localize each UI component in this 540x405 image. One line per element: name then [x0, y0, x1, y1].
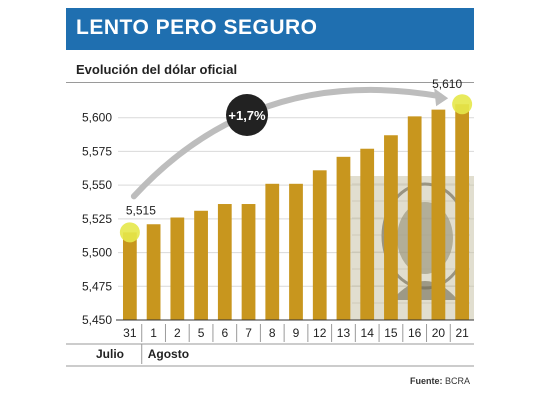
y-tick-label: 5,500 — [82, 246, 112, 260]
start-marker — [119, 222, 140, 243]
bar — [336, 156, 351, 320]
month-label: Julio — [96, 347, 124, 361]
source-prefix: Fuente: — [409, 376, 443, 386]
month-label: Agosto — [148, 347, 189, 361]
x-tick-label: 1 — [150, 326, 157, 340]
bar — [217, 204, 232, 320]
bar — [122, 232, 137, 320]
bar — [289, 183, 303, 320]
x-tick-label: 8 — [269, 326, 276, 340]
change-badge-label: +1,7% — [228, 108, 266, 123]
end-marker — [452, 94, 473, 115]
bar — [194, 210, 208, 320]
chart-subtitle: Evolución del dólar oficial — [76, 62, 238, 77]
bar — [265, 183, 280, 320]
source-name: BCRA — [444, 376, 470, 386]
x-tick-label: 16 — [408, 326, 422, 340]
header-banner: LENTO PERO SEGURO — [66, 8, 474, 50]
bar — [455, 104, 470, 320]
x-tick-label: 21 — [455, 326, 469, 340]
growth-arc-arrowhead — [434, 88, 449, 107]
y-tick-label: 5,450 — [82, 313, 112, 327]
bar — [431, 109, 446, 320]
y-tick-label: 5,600 — [82, 111, 112, 125]
x-tick-label: 20 — [432, 326, 446, 340]
bar — [170, 217, 185, 320]
x-tick-label: 5 — [198, 326, 205, 340]
subtitle-divider — [66, 82, 474, 83]
source-note: Fuente: BCRA — [410, 376, 470, 386]
x-tick-label: 15 — [384, 326, 398, 340]
y-tick-label: 5,475 — [82, 279, 112, 293]
x-tick-label: 6 — [221, 326, 228, 340]
annotation-group: 5,515 5,610 +1,7% — [119, 77, 473, 243]
x-tick-label: 7 — [245, 326, 252, 340]
end-value-label: 5,610 — [432, 77, 462, 91]
x-tick-label: 12 — [313, 326, 327, 340]
x-tick-label: 9 — [293, 326, 300, 340]
bar — [312, 170, 327, 320]
bar — [241, 204, 256, 320]
bar — [384, 135, 398, 320]
bars-group — [122, 104, 470, 320]
x-tick-label: 13 — [337, 326, 351, 340]
bar — [360, 148, 375, 320]
x-tick-label: 14 — [361, 326, 375, 340]
y-tick-label: 5,550 — [82, 178, 112, 192]
change-badge — [226, 94, 268, 136]
y-tick-label: 5,525 — [82, 212, 112, 226]
y-tick-label: 5,575 — [82, 144, 112, 158]
start-value-label: 5,515 — [126, 203, 156, 217]
x-tick-label: 31 — [123, 326, 137, 340]
header-title: LENTO PERO SEGURO — [76, 16, 318, 39]
growth-arc — [130, 86, 444, 200]
bar — [146, 224, 161, 320]
bar — [407, 116, 422, 320]
x-tick-label: 2 — [174, 326, 181, 340]
